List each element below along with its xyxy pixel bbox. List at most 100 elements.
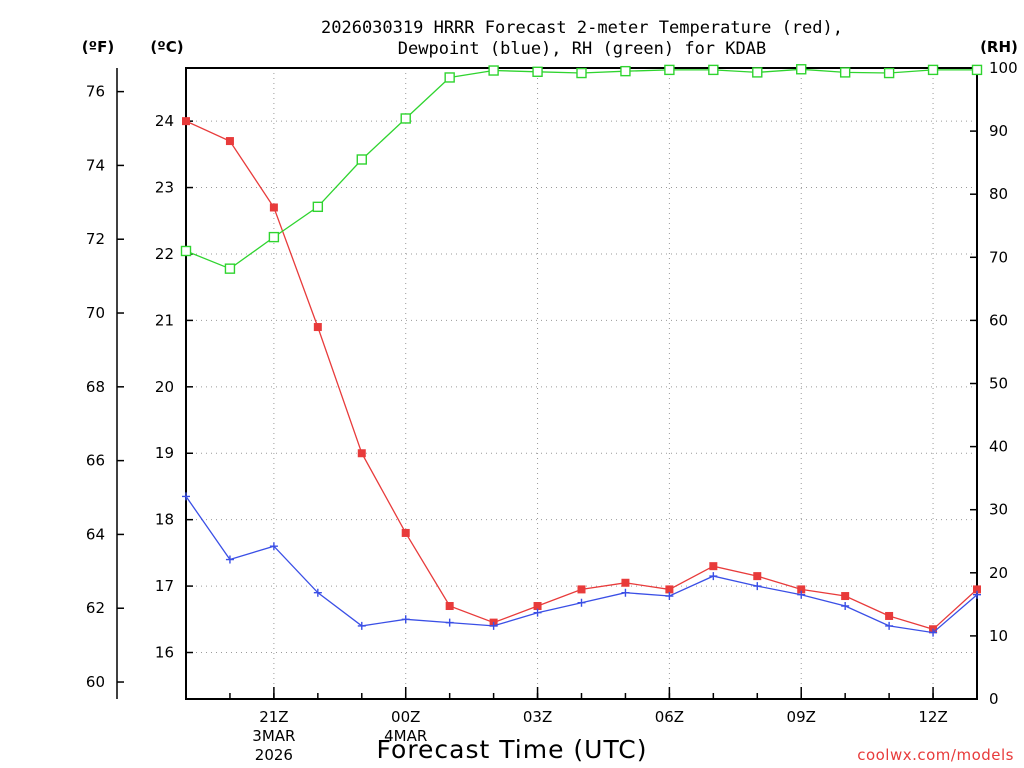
x-tick-label-0-2: 2026 [255,746,293,764]
temperature-point-12 [709,562,718,571]
temperature-point-11 [665,585,674,594]
rh-tick-label-9: 90 [989,122,1008,140]
rh-point-5 [400,113,411,124]
temperature-point-4 [357,449,366,458]
temperature-point-8 [533,602,542,611]
x-axis-title: Forecast Time (UTC) [377,735,648,764]
dewpoint-point-6 [445,618,454,627]
temperature-point-2 [269,203,278,212]
rh-point-2 [268,231,280,243]
chart-title: 2026030319 HRRR Forecast 2-meter Tempera… [321,18,843,59]
temperature-point-9 [577,585,586,594]
series-temperature [182,117,981,634]
temperature-point-5 [401,528,410,537]
rh-point-6 [444,72,455,83]
title-line-2: Dewpoint (blue), RH (green) for KDAB [398,39,766,59]
rh-point-15 [839,67,851,78]
x-tick-label-2-0: 03Z [523,708,552,726]
fahrenheit-tick-label-4: 68 [86,378,105,396]
dewpoint-point-11 [665,592,674,601]
temperature-point-13 [753,572,762,581]
rh-point-13 [752,67,763,78]
dewpoint-point-9 [577,598,586,607]
rh-point-4 [356,154,367,165]
rh-point-14 [796,64,807,75]
rh-axis-label: (RH) [980,38,1018,56]
temperature-point-18 [973,585,981,594]
rh-tick-label-10: 100 [989,59,1018,77]
rh-point-8 [532,66,543,77]
temperature-point-0 [182,117,190,126]
fahrenheit-axis-label: (ºF) [82,38,114,56]
rh-point-12 [708,64,719,76]
rh-point-1 [224,263,236,274]
dewpoint-point-4 [357,621,366,630]
fahrenheit-tick-label-5: 70 [86,304,105,322]
rh-tick-label-8: 80 [989,185,1008,203]
temperature-point-14 [797,585,806,594]
rh-tick-label-5: 50 [989,375,1008,393]
axes: 16 17 18 19 20 21 22 23 24 60 62 64 66 68 70 72 74 76 0 10 2… [86,59,1018,764]
dewpoint-point-17 [929,628,938,637]
celsius-tick-label-7: 23 [155,179,174,197]
dewpoint-point-8 [533,608,542,617]
temperature-point-6 [445,602,454,611]
rh-tick-label-0: 0 [989,690,999,708]
dewpoint-point-1 [225,555,234,564]
dewpoint-point-15 [841,602,850,611]
x-tick-label-3-0: 06Z [655,708,684,726]
rh-point-11 [664,64,675,76]
credit-link[interactable]: coolwx.com/models [857,746,1014,764]
dewpoint-point-3 [313,588,322,597]
dewpoint-point-12 [709,572,718,581]
dewpoint-point-10 [621,588,630,597]
celsius-tick-label-1: 17 [155,577,174,595]
celsius-tick-label-4: 20 [155,378,174,396]
x-tick-label-4-0: 09Z [787,708,816,726]
celsius-axis-label: (ºC) [150,38,183,56]
temperature-point-15 [841,592,850,601]
rh-tick-label-7: 70 [989,248,1008,266]
fahrenheit-tick-label-3: 66 [86,452,105,470]
x-tick-label-5-0: 12Z [918,708,947,726]
title-line-1: 2026030319 HRRR Forecast 2-meter Tempera… [321,18,843,38]
celsius-tick-label-2: 18 [155,511,174,529]
rh-point-17 [927,64,939,76]
x-tick-label-0-1: 3MAR [252,727,295,745]
data-series [180,64,983,637]
dewpoint-point-18 [973,590,981,599]
series-line-temperature [185,120,978,631]
temperature-point-10 [621,578,630,587]
temperature-point-16 [885,611,894,620]
celsius-tick-label-3: 19 [155,444,174,462]
fahrenheit-tick-label-0: 60 [86,673,105,691]
dewpoint-point-16 [885,621,894,630]
fahrenheit-tick-label-1: 62 [86,599,105,617]
x-tick-label-0-0: 21Z [259,708,288,726]
rh-point-9 [576,67,587,79]
series-line-dewpoint [185,496,978,634]
fahrenheit-tick-label-2: 64 [86,525,105,543]
fahrenheit-tick-label-8: 76 [86,83,105,101]
rh-point-18 [971,64,983,76]
series-line-rh [185,68,977,270]
rh-point-10 [620,65,631,77]
dewpoint-point-5 [401,615,410,624]
rh-point-3 [312,201,324,213]
fahrenheit-tick-label-6: 72 [86,230,105,248]
series-rh [180,64,983,274]
rh-point-7 [488,65,499,76]
rh-tick-label-4: 40 [989,438,1008,456]
rh-point-0 [180,245,192,257]
dewpoint-point-14 [797,590,806,599]
temperature-point-3 [313,323,322,332]
celsius-tick-label-0: 16 [155,644,174,662]
series-dewpoint [182,492,981,637]
rh-tick-label-1: 10 [989,627,1008,645]
fahrenheit-tick-label-7: 74 [86,156,105,174]
x-tick-label-1-0: 00Z [391,708,420,726]
dewpoint-point-2 [269,542,278,551]
rh-point-16 [883,67,895,79]
rh-tick-label-6: 60 [989,311,1008,329]
dewpoint-point-0 [182,492,190,501]
